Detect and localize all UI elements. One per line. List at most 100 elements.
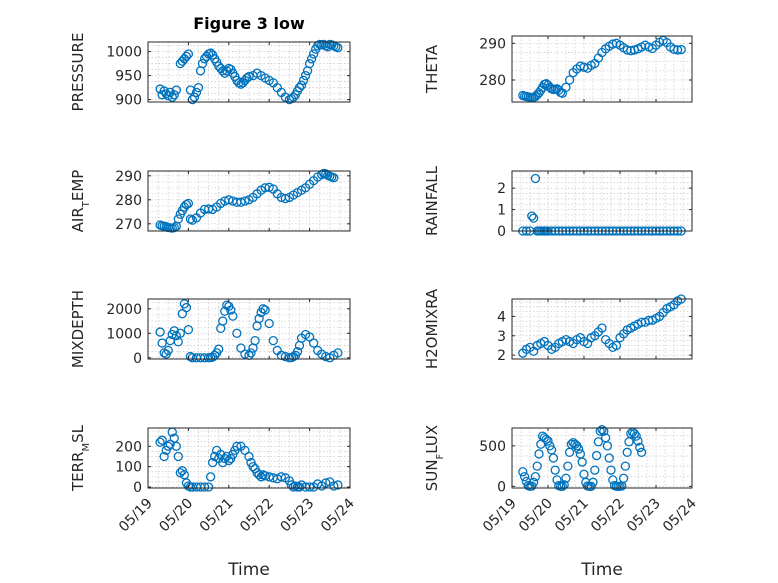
- data-point: [548, 453, 559, 463]
- data-point: [593, 437, 604, 447]
- data-point: [244, 71, 254, 82]
- y-axis-label: PRESSURE: [69, 33, 87, 112]
- data-point: [636, 447, 647, 457]
- data-point: [169, 326, 179, 336]
- data-point: [530, 471, 541, 482]
- data-point: [622, 447, 632, 457]
- data-point: [550, 465, 560, 475]
- data-point: [532, 461, 542, 471]
- data-point: [167, 92, 177, 102]
- y-tick-label: 0: [497, 224, 506, 240]
- y-axis-label: MIXDEPTH: [69, 290, 87, 368]
- x-tick-label: 05/21: [552, 496, 592, 536]
- subplot-4: 0 1 2 RAINFALL: [423, 165, 693, 240]
- y-axis-label: SUNFLUX: [423, 425, 446, 491]
- data-point: [573, 444, 584, 454]
- data-point: [519, 471, 530, 482]
- data-point: [214, 344, 224, 354]
- data-point: [304, 58, 315, 69]
- axes-frame: [511, 35, 693, 103]
- y-tick-label: 950: [115, 69, 142, 85]
- data-point: [175, 328, 185, 338]
- subplot-2: 280 290 THETA: [423, 35, 693, 103]
- data-point: [250, 335, 260, 346]
- subplot-6: 2 3 4 H2OMIXRA: [423, 288, 693, 369]
- y-tick-label: 100: [115, 460, 142, 476]
- data-point: [159, 451, 169, 462]
- data-point: [163, 345, 173, 356]
- data-point: [620, 461, 631, 471]
- y-tick-label: 900: [115, 93, 142, 109]
- data-point: [559, 480, 569, 490]
- y-tick-label: 0: [133, 351, 142, 367]
- data-point: [608, 39, 618, 49]
- data-point: [298, 75, 309, 86]
- x-tick-label: 05/20: [156, 496, 196, 536]
- data-point: [329, 173, 339, 183]
- data-point: [185, 214, 196, 224]
- y-tick-label: 290: [115, 169, 142, 185]
- x-tick-label: 05/20: [516, 496, 556, 536]
- data-point: [280, 193, 291, 204]
- data-point: [588, 477, 598, 487]
- subplot-3: 270 280 290 AIRTEMP: [69, 168, 351, 233]
- data-point: [157, 338, 167, 348]
- data-point: [602, 441, 613, 451]
- data-point: [264, 182, 274, 192]
- data-point: [300, 70, 311, 81]
- data-point: [527, 211, 537, 221]
- data-point: [155, 327, 165, 337]
- data-point: [199, 482, 210, 492]
- axes-frame: [511, 298, 693, 360]
- data-point: [669, 44, 679, 54]
- data-point: [181, 302, 192, 313]
- data-point: [197, 58, 208, 69]
- data-point: [185, 351, 196, 362]
- data-point: [611, 340, 622, 351]
- data-point: [308, 338, 319, 348]
- data-point: [528, 213, 539, 223]
- axes-frame: [511, 427, 693, 489]
- data-point: [191, 87, 202, 98]
- data-point: [676, 44, 686, 55]
- data-point: [260, 305, 270, 315]
- data-point: [597, 424, 607, 435]
- data-point: [597, 323, 607, 333]
- y-tick-label: 1: [497, 203, 506, 219]
- data-point: [606, 465, 616, 475]
- data-point: [561, 82, 571, 92]
- y-tick-label: 2: [497, 348, 506, 364]
- data-point: [304, 482, 315, 492]
- data-point: [622, 45, 632, 55]
- y-tick-label: 2: [497, 181, 506, 197]
- data-point: [173, 214, 183, 224]
- data-point: [258, 304, 268, 314]
- data-point: [577, 457, 587, 467]
- data-point: [268, 335, 278, 346]
- data-point: [264, 318, 274, 329]
- x-tick-label: 05/19: [116, 496, 156, 536]
- data-point: [543, 436, 553, 446]
- axes-frame: [147, 41, 351, 103]
- y-tick-label: 4: [497, 309, 506, 325]
- x-tick-label: 05/24: [318, 495, 358, 535]
- data-point: [633, 436, 643, 446]
- data-point: [254, 470, 264, 480]
- data-point: [232, 328, 242, 338]
- data-point: [185, 85, 196, 95]
- data-point: [672, 45, 683, 55]
- y-tick-label: 200: [115, 439, 142, 455]
- data-point: [631, 431, 641, 441]
- data-point: [228, 311, 238, 321]
- axes-frame: [147, 170, 351, 232]
- x-tick-label: 05/24: [660, 495, 700, 535]
- data-point: [232, 441, 242, 451]
- data-point: [564, 75, 575, 85]
- y-axis-label: RAINFALL: [423, 165, 441, 236]
- data-point: [222, 66, 232, 76]
- chart-title: Figure 3 low: [193, 14, 305, 33]
- data-point: [518, 467, 528, 477]
- data-point: [234, 78, 244, 88]
- data-point: [205, 472, 216, 482]
- y-tick-label: 280: [479, 73, 506, 89]
